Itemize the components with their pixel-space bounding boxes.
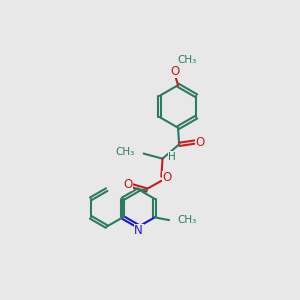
Text: O: O bbox=[163, 171, 172, 184]
Text: O: O bbox=[123, 178, 132, 190]
Text: H: H bbox=[168, 152, 176, 162]
Text: O: O bbox=[195, 136, 205, 148]
Text: CH₃: CH₃ bbox=[116, 147, 135, 157]
Text: O: O bbox=[170, 65, 179, 78]
Text: CH₃: CH₃ bbox=[177, 55, 196, 65]
Text: CH₃: CH₃ bbox=[177, 215, 197, 225]
Text: N: N bbox=[134, 224, 143, 237]
